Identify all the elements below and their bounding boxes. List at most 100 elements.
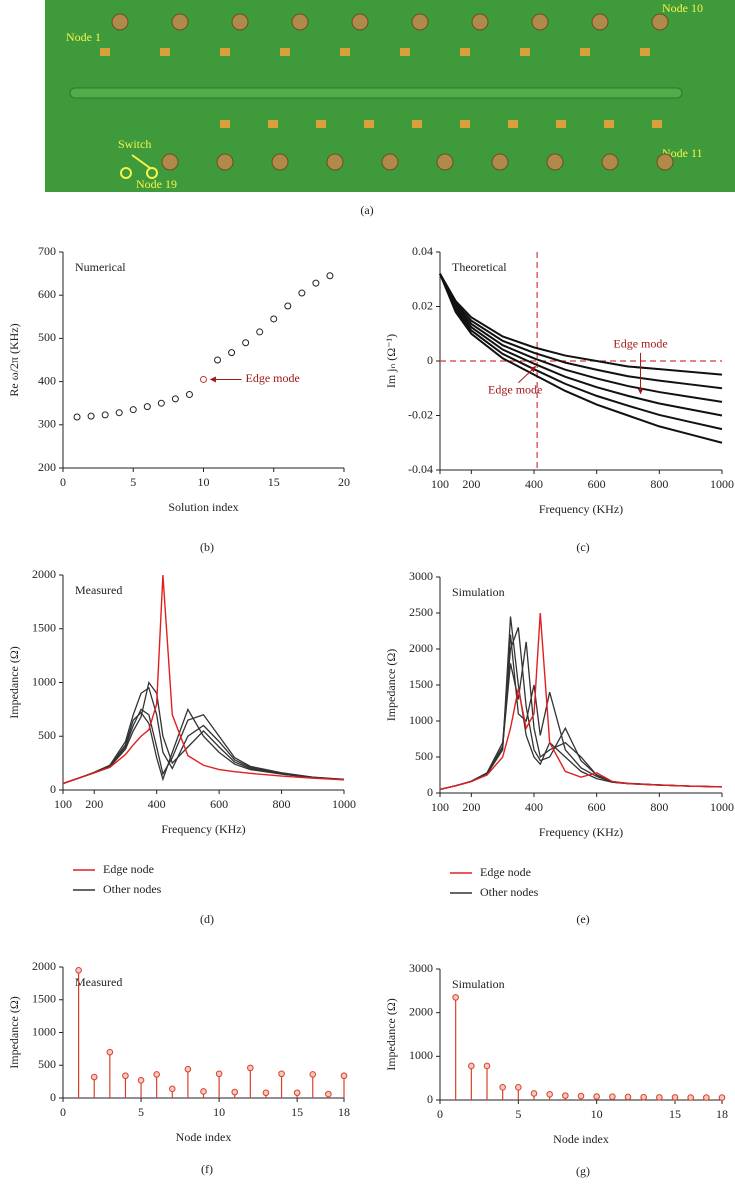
y-tick-label: 500 (38, 1057, 56, 1071)
annotation: Edge mode (246, 371, 300, 385)
connector (111, 13, 129, 31)
x-tick-label: 20 (338, 475, 350, 489)
switch-mark (146, 167, 158, 179)
y-tick-label: 3000 (409, 961, 433, 975)
y-tick-label: 2000 (409, 1004, 433, 1018)
stem-head (671, 1094, 679, 1101)
x-axis-label: Node index (553, 1132, 609, 1146)
connector (381, 153, 399, 171)
y-tick-label: 1500 (32, 992, 56, 1006)
x-tick-label: 0 (437, 1107, 443, 1121)
connector (471, 13, 489, 31)
x-tick-label: 1000 (332, 797, 356, 811)
legend-label: Edge node (480, 865, 531, 879)
data-line (62, 708, 345, 785)
y-axis-label: Impedance (Ω) (7, 996, 21, 1069)
point (143, 403, 151, 411)
stem-head (75, 966, 82, 974)
stem-head (231, 1088, 239, 1096)
x-tick-label: 600 (588, 800, 606, 814)
chart-title: Measured (75, 975, 122, 989)
x-axis-label: Node index (176, 1130, 232, 1144)
x-tick-label: 100 (431, 477, 449, 491)
connector (591, 13, 609, 31)
stem-head (609, 1093, 616, 1101)
y-tick-label: 2000 (32, 567, 56, 581)
annotation-arrow (517, 366, 537, 384)
x-tick-label: 18 (716, 1107, 728, 1121)
point (185, 391, 193, 399)
x-tick-label: 400 (148, 797, 166, 811)
photo-label: Node 10 (662, 1, 703, 15)
x-tick-label: 1000 (710, 800, 734, 814)
stem-head (90, 1073, 98, 1081)
caption: (c) (576, 540, 589, 554)
chip (412, 120, 422, 128)
data-line (439, 634, 723, 791)
chip (316, 120, 326, 128)
photo-label: Node 19 (136, 177, 177, 191)
y-tick-label: 2000 (32, 959, 56, 973)
point (200, 375, 207, 383)
chart-title: Numerical (75, 260, 126, 274)
connector (161, 153, 179, 171)
chip (508, 120, 518, 128)
data-line (439, 273, 723, 431)
x-tick-label: 200 (462, 800, 480, 814)
stem-head (247, 1064, 254, 1072)
photo-label: Node 1 (66, 30, 101, 44)
point (326, 272, 334, 280)
stem-head (215, 1070, 223, 1078)
data-line (62, 707, 345, 785)
connector (231, 13, 249, 31)
x-tick-label: 200 (85, 797, 103, 811)
y-tick-label: 500 (38, 728, 56, 742)
connector (171, 13, 189, 31)
x-tick-label: 1000 (710, 477, 734, 491)
x-tick-label: 10 (198, 475, 210, 489)
point (242, 339, 250, 347)
x-tick-label: 800 (273, 797, 291, 811)
chip (652, 120, 662, 128)
chip (100, 48, 110, 56)
data-line (439, 273, 723, 403)
connector (651, 13, 669, 31)
y-tick-label: -0.02 (408, 407, 433, 421)
connector (436, 153, 454, 171)
stem-head (546, 1091, 553, 1098)
x-tick-label: 15 (268, 475, 280, 489)
stem-head (562, 1092, 569, 1099)
x-axis-label: Frequency (KHz) (539, 502, 623, 516)
caption: (g) (576, 1164, 590, 1178)
data-line (439, 627, 723, 791)
point (115, 409, 123, 417)
y-tick-label: 0 (50, 782, 56, 796)
y-tick-label: 300 (38, 417, 56, 431)
connector (656, 153, 674, 171)
x-tick-label: 15 (669, 1107, 681, 1121)
data-line (439, 612, 723, 791)
x-tick-label: 200 (462, 477, 480, 491)
y-tick-label: 200 (38, 460, 56, 474)
point (228, 349, 236, 357)
caption: (a) (360, 203, 373, 217)
y-tick-label: 3000 (409, 569, 433, 583)
chip (364, 120, 374, 128)
connector (491, 153, 509, 171)
chart-title: Theoretical (452, 260, 507, 274)
stem-head (468, 1062, 475, 1070)
chip (160, 48, 170, 56)
point (129, 406, 137, 414)
connector (531, 13, 549, 31)
data-line (439, 273, 723, 390)
stem-head (624, 1093, 632, 1101)
stem-head (640, 1093, 647, 1101)
connector (411, 13, 429, 31)
chip (220, 48, 230, 56)
x-tick-label: 800 (650, 477, 668, 491)
y-tick-label: 1500 (32, 621, 56, 635)
caption: (e) (576, 912, 589, 926)
stem-head (593, 1093, 600, 1100)
y-tick-label: 1000 (32, 674, 56, 688)
stem-head (703, 1094, 710, 1101)
